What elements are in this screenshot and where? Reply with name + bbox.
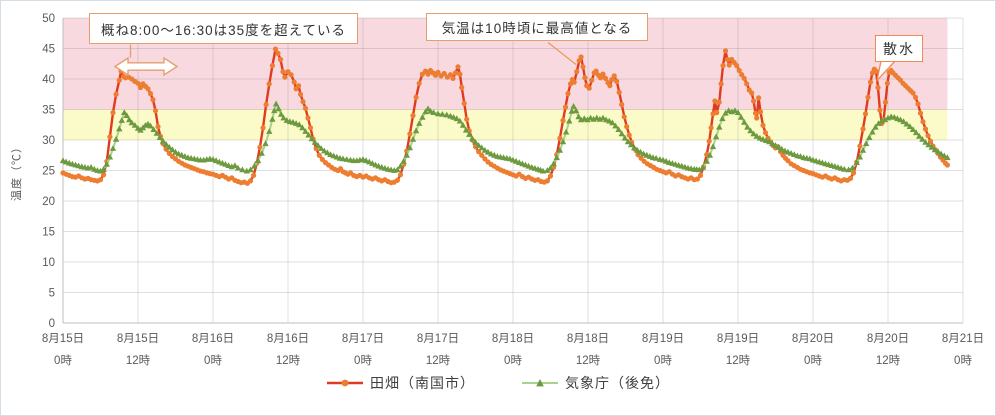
- x-tick-time: 12時: [426, 354, 451, 367]
- y-tick-label: 20: [42, 196, 55, 208]
- chart-legend: 田畑（南国市） 気象庁（後免）: [1, 373, 995, 393]
- legend-item-field: 田畑（南国市）: [326, 373, 475, 393]
- x-tick-date: 8月16日: [267, 333, 309, 345]
- gridlines: [63, 17, 964, 323]
- x-tick-date: 8月15日: [117, 333, 159, 345]
- x-tick-time: 0時: [354, 354, 372, 367]
- series-markers: [59, 100, 951, 174]
- x-tick-time: 12時: [276, 354, 301, 367]
- y-tick-label: 50: [42, 13, 55, 25]
- x-tick-date: 8月20日: [867, 333, 909, 345]
- annotation-peak-note-text: 気温は10時頃に最高値となる: [441, 21, 633, 36]
- y-tick-label: 0: [49, 318, 55, 330]
- x-tick-time: 0時: [804, 354, 822, 367]
- x-tick-date: 8月19日: [717, 333, 759, 345]
- y-tick-label: 5: [49, 288, 55, 300]
- y-tick-label: 15: [42, 227, 55, 239]
- x-tick-time: 0時: [954, 354, 972, 367]
- y-tick-label: 30: [42, 135, 55, 147]
- annotation-range-note-text: 概ね8:00～16:30は35度を超えている: [101, 22, 346, 38]
- x-tick-date: 8月19日: [642, 333, 684, 345]
- annotation-range-note: 概ね8:00～16:30は35度を超えている: [89, 13, 358, 44]
- x-tick-date: 8月18日: [492, 333, 534, 345]
- x-tick-date: 8月21日: [942, 333, 984, 345]
- y-tick-label: 25: [42, 166, 55, 178]
- y-tick-label: 45: [42, 44, 55, 56]
- annotation-peak-note: 気温は10時頃に最高値となる: [426, 13, 648, 41]
- x-tick-time: 12時: [876, 354, 901, 367]
- band: [63, 109, 948, 140]
- x-tick-date: 8月17日: [417, 333, 459, 345]
- legend-label-field: 田畑（南国市）: [370, 375, 475, 391]
- x-tick-time: 0時: [54, 354, 72, 367]
- legend-marker-jma-line-triangle-icon: [522, 379, 558, 387]
- x-tick-time: 12時: [126, 354, 151, 367]
- x-tick-time: 0時: [204, 354, 222, 367]
- timespan-double-arrow-icon: [113, 56, 179, 77]
- x-tick-date: 8月17日: [342, 333, 384, 345]
- x-tick-date: 8月20日: [792, 333, 834, 345]
- x-tick-date: 8月15日: [42, 333, 84, 345]
- peak-note-leader-line: [547, 41, 577, 66]
- legend-marker-field-line-circle-icon: [327, 379, 363, 387]
- series-field: [60, 46, 950, 186]
- legend-item-jma: 気象庁（後免）: [521, 373, 670, 393]
- y-tick-label: 35: [42, 105, 55, 117]
- legend-label-jma: 気象庁（後免）: [565, 375, 670, 391]
- y-tick-label: 40: [42, 74, 55, 86]
- x-tick-time: 12時: [576, 354, 601, 367]
- x-tick-date: 8月18日: [567, 333, 609, 345]
- x-tick-date: 8月16日: [192, 333, 234, 345]
- annotation-watering-text: 散水: [883, 40, 915, 57]
- series-jma: [59, 100, 951, 174]
- y-tick-label: 10: [42, 257, 55, 269]
- y-axis-title: 温度（℃）: [11, 141, 23, 201]
- x-tick-time: 0時: [504, 354, 522, 367]
- tick-labels: 0 5 10 15 20 25 30 35 40 45 50 8月15日 0時 8月15日 12時 8月16日…: [42, 13, 984, 367]
- x-tick-time: 0時: [654, 354, 672, 367]
- annotation-watering-callout: 散水: [875, 35, 923, 62]
- x-tick-time: 12時: [726, 354, 751, 367]
